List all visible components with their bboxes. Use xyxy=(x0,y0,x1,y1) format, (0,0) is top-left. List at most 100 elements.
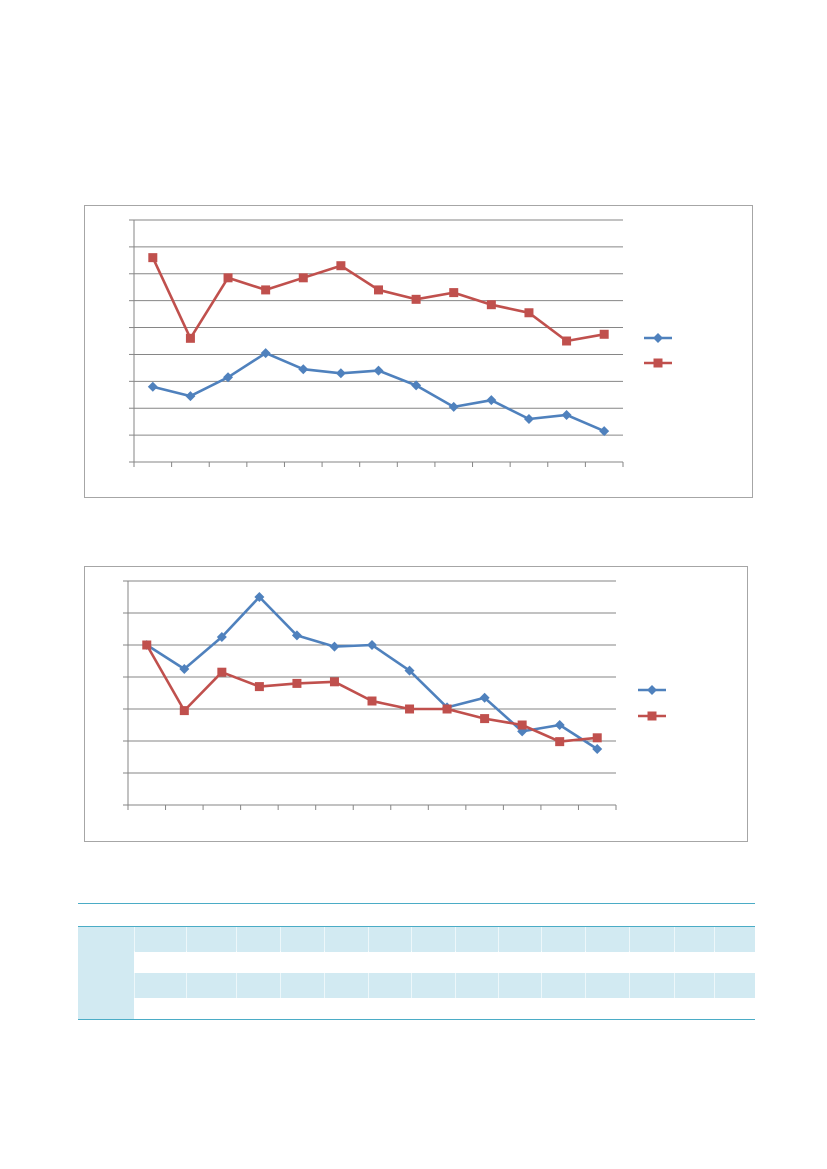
data-point-series-2 xyxy=(142,640,152,650)
table-cell-divider xyxy=(236,951,237,973)
data-point-series-2 xyxy=(148,253,158,263)
data-point-series-1 xyxy=(373,365,384,376)
table-cell-divider xyxy=(498,927,499,952)
data-point-series-2 xyxy=(555,737,565,747)
table-cell-divider xyxy=(498,951,499,973)
table-row xyxy=(78,998,755,1019)
table-cell-divider xyxy=(236,998,237,1019)
table-cell-divider xyxy=(674,998,675,1019)
table-cell-divider xyxy=(455,973,456,998)
data-point-series-1 xyxy=(329,641,340,652)
data-point-series-2 xyxy=(562,336,572,346)
legend-marker-square xyxy=(638,711,666,721)
data-point-series-2 xyxy=(599,329,609,339)
table-cell-divider xyxy=(368,973,369,998)
legend-item-series-2 xyxy=(642,356,702,370)
table-cell-divider xyxy=(324,951,325,973)
table-row xyxy=(78,973,755,998)
data-point-series-2 xyxy=(185,333,195,343)
data-point-series-2 xyxy=(336,261,346,271)
data-point-series-2 xyxy=(179,706,189,716)
data-point-series-2 xyxy=(292,678,302,688)
data-point-series-2 xyxy=(486,300,496,310)
table-cell-divider xyxy=(714,973,715,998)
data-point-series-2 xyxy=(442,704,452,714)
table-cell-divider xyxy=(280,973,281,998)
data-point-series-2 xyxy=(367,696,377,706)
series-line-1 xyxy=(146,595,598,751)
table-cell-divider xyxy=(368,998,369,1019)
legend-marker-diamond xyxy=(638,685,666,695)
data-point-series-2 xyxy=(480,714,490,724)
data-point-series-1 xyxy=(291,630,302,641)
table-cell-divider xyxy=(455,951,456,973)
chart-1-plot xyxy=(129,219,624,467)
data-point-series-1 xyxy=(335,368,346,379)
chart-2 xyxy=(84,566,748,842)
data-point-series-1 xyxy=(223,372,234,383)
data-point-series-2 xyxy=(411,294,421,304)
data-point-series-1 xyxy=(216,632,227,642)
legend-item-series-1 xyxy=(642,331,702,345)
chart-2-plot xyxy=(123,580,617,810)
table-cell-divider xyxy=(134,973,135,998)
legend-item-series-2 xyxy=(636,709,696,723)
table-cell-divider xyxy=(541,973,542,998)
table-cell-divider xyxy=(324,973,325,998)
data-point-series-1 xyxy=(260,348,271,359)
table-cell-divider xyxy=(236,927,237,952)
table-cell-divider xyxy=(411,951,412,973)
legend-item-series-1 xyxy=(636,683,696,697)
table-cell-divider xyxy=(714,927,715,952)
table-cell-divider xyxy=(134,927,135,952)
table-row-header-cell xyxy=(78,998,134,1019)
table-cell-divider xyxy=(714,998,715,1019)
table-top-rule xyxy=(78,903,755,904)
table-cell-divider xyxy=(585,998,586,1019)
data-point-series-2 xyxy=(592,733,602,743)
data-point-series-2 xyxy=(223,273,233,283)
table-cell-divider xyxy=(236,973,237,998)
table-cell-divider xyxy=(280,998,281,1019)
table-cell-divider xyxy=(498,998,499,1019)
data-point-series-1 xyxy=(179,664,190,674)
table-cell-divider xyxy=(411,998,412,1019)
table-cell-divider xyxy=(541,998,542,1019)
table-cell-divider xyxy=(455,998,456,1019)
series-line-2 xyxy=(145,644,598,743)
data-table xyxy=(78,903,755,1020)
data-point-series-1 xyxy=(298,364,309,375)
data-point-series-1 xyxy=(411,380,422,391)
data-point-series-2 xyxy=(329,677,339,687)
data-point-series-2 xyxy=(298,273,308,283)
table-cell-divider xyxy=(541,951,542,973)
table-cell-divider xyxy=(368,951,369,973)
table-cell-divider xyxy=(324,927,325,952)
table-cell-divider xyxy=(186,951,187,973)
data-point-series-1 xyxy=(147,381,158,392)
data-point-series-1 xyxy=(254,592,265,602)
table-cell-divider xyxy=(134,951,135,973)
data-point-series-1 xyxy=(554,720,565,730)
data-point-series-1 xyxy=(404,665,415,676)
table-cell-divider xyxy=(368,927,369,952)
table-cell-divider xyxy=(629,951,630,973)
table-cell-divider xyxy=(411,973,412,998)
data-point-series-1 xyxy=(486,395,497,406)
data-point-series-2 xyxy=(261,285,271,295)
data-point-series-2 xyxy=(524,308,534,318)
data-point-series-1 xyxy=(479,692,490,703)
data-point-series-1 xyxy=(592,744,603,754)
data-point-series-1 xyxy=(523,413,534,424)
data-point-series-1 xyxy=(561,409,572,420)
table-cell-divider xyxy=(714,951,715,973)
table-cell-divider xyxy=(585,973,586,998)
data-point-series-2 xyxy=(217,667,227,677)
chart-1 xyxy=(84,205,753,498)
table-cell-divider xyxy=(186,998,187,1019)
table-cell-divider xyxy=(498,973,499,998)
legend-marker-square xyxy=(644,358,672,368)
table-cell-divider xyxy=(674,927,675,952)
series-line-2 xyxy=(151,257,605,343)
data-point-series-1 xyxy=(367,640,377,650)
